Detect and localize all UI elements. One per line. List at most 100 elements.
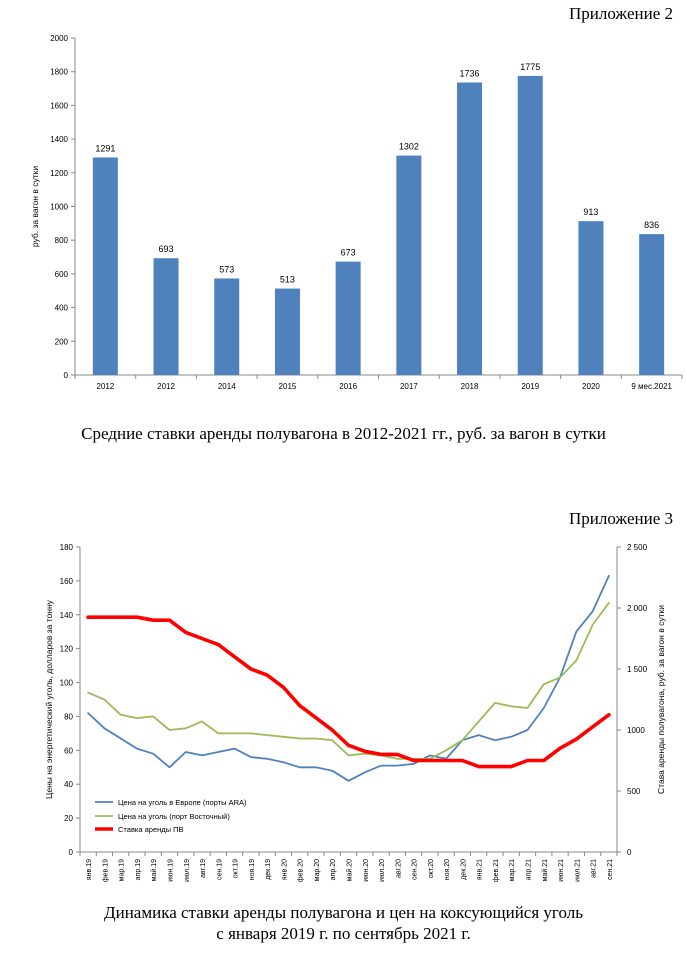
bar: [92, 157, 118, 375]
series-line: [86, 615, 611, 769]
x-tick-label: окт.20: [428, 859, 435, 878]
x-tick-label: авг.20: [395, 859, 402, 878]
x-tick-label: май.19: [150, 859, 158, 881]
y-axis-title: руб. за вагон в сутки: [30, 166, 40, 247]
left-tick-label: 100: [60, 679, 74, 688]
x-tick-label: сен.21: [607, 859, 614, 880]
x-tick-label: авг.19: [200, 859, 207, 878]
right-tick-label: 1 500: [627, 665, 648, 674]
bar: [153, 258, 179, 375]
bar-value-label: 1302: [399, 142, 419, 152]
x-tick-label: 2014: [218, 382, 236, 391]
bar: [517, 75, 543, 375]
x-tick-label: апр.19: [135, 859, 142, 880]
x-tick-label: июл.20: [379, 859, 386, 882]
x-tick-label: янв.19: [86, 859, 93, 880]
bar: [396, 155, 422, 375]
y-tick-label: 400: [55, 304, 69, 313]
x-tick-label: сен.19: [216, 859, 223, 880]
bar-value-label: 913: [583, 207, 598, 217]
left-tick-label: 40: [64, 780, 73, 789]
bar: [214, 278, 240, 375]
right-tick-label: 0: [627, 848, 632, 857]
bar-chart-caption: Средние ставки аренды полувагона в 2012-…: [81, 424, 606, 443]
x-tick-label: 2019: [521, 382, 539, 391]
x-tick-label: июн.20: [363, 859, 370, 882]
left-tick-label: 80: [64, 712, 73, 721]
x-tick-label: 2018: [461, 382, 479, 391]
x-tick-label: 2012: [96, 382, 114, 391]
left-tick-label: 20: [64, 814, 73, 823]
x-tick-label: 2017: [400, 382, 418, 391]
left-tick-label: 160: [60, 577, 74, 586]
bar-value-label: 693: [159, 244, 174, 254]
x-tick-label: ноя.20: [444, 859, 451, 880]
bar: [274, 288, 300, 375]
legend-label: Цена на уголь в Европе (порты ARA): [118, 798, 247, 807]
rent-and-coal-line-chart: 0 20 40 60 80 100 120 140 160 180 0 500 1000 1 500 2 0…: [44, 543, 666, 882]
series-line: [87, 574, 610, 782]
line-chart-caption: Динамика ставки аренды полувагона и цен …: [0, 902, 687, 944]
bar-value-label: 1736: [460, 68, 480, 78]
x-tick-label: июн.21: [558, 859, 565, 882]
x-tick-label: апр.21: [526, 859, 533, 880]
x-tick-label: 2016: [339, 382, 357, 391]
left-tick-label: 120: [60, 645, 74, 654]
x-tick-label: апр.20: [330, 859, 337, 880]
appendix-3-label: Приложение 3: [569, 509, 673, 528]
legend-label: Цена на уголь (порт Восточный): [118, 812, 230, 821]
bar: [335, 261, 361, 375]
x-tick-label: ноя.19: [249, 859, 256, 880]
bar: [457, 82, 483, 375]
x-tick-label: фев.21: [493, 859, 500, 882]
x-tick-label: июл.19: [184, 859, 191, 882]
legend-label: Ставка аренды ПВ: [118, 825, 184, 834]
series-line: [87, 602, 610, 760]
rental-rates-bar-chart: 0 200 400 600 800 1000 1200 1400 1600 1800 2000 129…: [30, 34, 683, 391]
x-tick-label: 2012: [157, 382, 175, 391]
x-tick-label: окт.19: [233, 859, 240, 878]
bar-value-label: 673: [341, 248, 356, 258]
left-axis-title: Цены на энергетический уголь, долларов з…: [44, 599, 54, 799]
bar: [578, 221, 604, 375]
x-tick-label: 9 мес.2021: [631, 382, 672, 391]
y-tick-label: 0: [64, 371, 69, 380]
y-tick-label: 1400: [50, 135, 68, 144]
x-tick-label: май.21: [541, 859, 549, 881]
right-tick-label: 1000: [627, 726, 645, 735]
bar-value-label: 573: [219, 264, 234, 274]
bar-value-label: 836: [644, 220, 659, 230]
x-tick-label: янв.20: [281, 859, 288, 880]
x-tick-label: янв.21: [477, 859, 484, 880]
x-tick-label: дек.19: [265, 859, 272, 880]
x-tick-label: июн.19: [168, 859, 175, 882]
y-tick-label: 800: [55, 236, 69, 245]
x-tick-label: 2020: [582, 382, 600, 391]
x-tick-label: сен.20: [412, 859, 419, 880]
x-tick-label: мар.19: [119, 859, 126, 881]
x-tick-label: мар.20: [314, 859, 321, 881]
x-tick-label: авг.21: [591, 859, 598, 878]
left-tick-label: 60: [64, 746, 73, 755]
x-tick-label: дек.20: [460, 859, 467, 880]
y-tick-label: 2000: [50, 34, 68, 43]
y-tick-label: 1200: [50, 169, 68, 178]
x-tick-label: май.20: [346, 859, 354, 881]
x-tick-label: фев.19: [102, 859, 109, 882]
left-tick-label: 180: [60, 543, 74, 552]
y-tick-label: 200: [55, 337, 69, 346]
y-tick-label: 1600: [50, 101, 68, 110]
line-chart-caption-line2: с января 2019 г. по сентябрь 2021 г.: [216, 924, 471, 943]
left-tick-label: 0: [69, 848, 74, 857]
x-tick-label: 2015: [279, 382, 297, 391]
bar-value-label: 1291: [95, 143, 115, 153]
x-tick-label: июл.21: [574, 859, 581, 882]
line-chart-caption-line1: Динамика ставки аренды полувагона и цен …: [104, 903, 583, 922]
left-tick-label: 140: [60, 611, 74, 620]
y-tick-label: 600: [55, 270, 69, 279]
bar: [639, 234, 665, 375]
y-tick-label: 1000: [50, 203, 68, 212]
x-tick-label: фев.20: [298, 859, 305, 882]
right-tick-label: 500: [627, 787, 641, 796]
bar-value-label: 1775: [520, 62, 540, 72]
